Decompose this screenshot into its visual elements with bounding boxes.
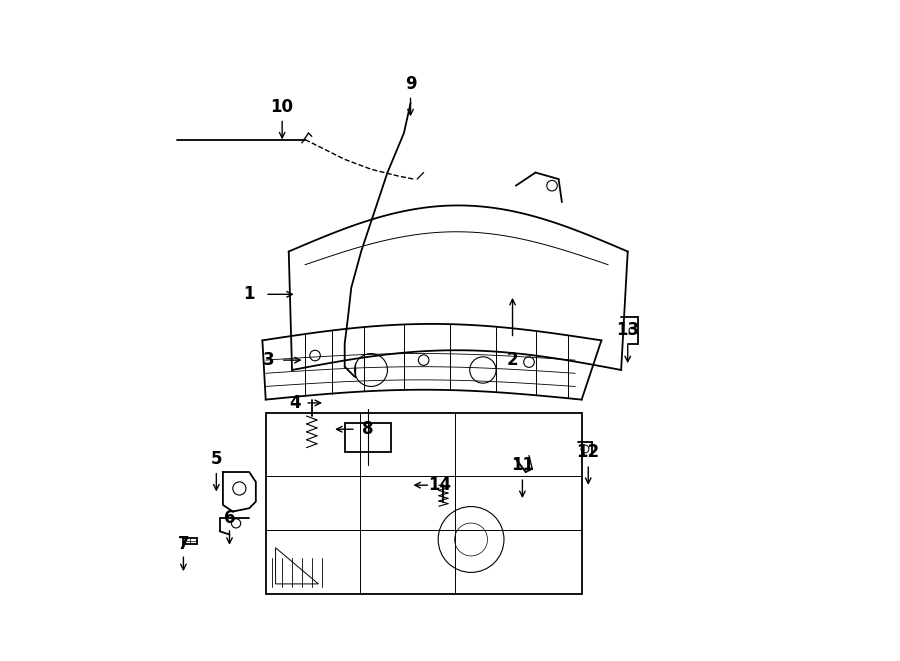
- Text: 5: 5: [211, 450, 222, 468]
- Text: 10: 10: [271, 98, 293, 116]
- Text: 8: 8: [362, 420, 374, 438]
- Text: 3: 3: [263, 351, 274, 369]
- Text: 11: 11: [511, 457, 534, 475]
- Text: 12: 12: [577, 444, 599, 461]
- Text: 13: 13: [616, 321, 639, 340]
- Text: 1: 1: [244, 286, 255, 303]
- Text: 4: 4: [290, 394, 302, 412]
- Text: 6: 6: [224, 509, 235, 527]
- Text: 14: 14: [428, 476, 452, 494]
- Text: 2: 2: [507, 351, 518, 369]
- Text: 7: 7: [177, 535, 189, 553]
- Text: 9: 9: [405, 75, 417, 93]
